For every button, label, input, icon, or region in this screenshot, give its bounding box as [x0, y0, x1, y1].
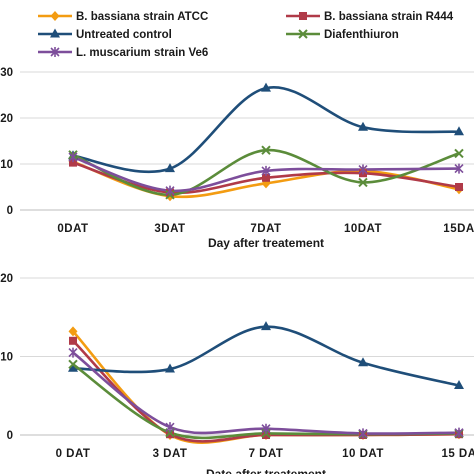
top-chart-point-untreated-control: [358, 121, 368, 131]
legend-marker-diamond: [50, 11, 60, 21]
top-chart-point-l-muscarium-strain-ve6: [358, 164, 368, 175]
top-chart-xtick-label: 7DAT: [250, 223, 281, 235]
top-chart-point-b-bassiana-strain-r444: [262, 173, 270, 182]
top-chart-point-l-muscarium-strain-ve6: [165, 185, 175, 196]
bottom-chart-point-series-2: [262, 431, 270, 439]
legend-item-diafenthiuron: Diafenthiuron: [286, 29, 399, 41]
top-chart-point-l-muscarium-strain-ve6: [454, 163, 464, 174]
top-chart-xtick-label: 15DA: [443, 223, 474, 235]
bottom-chart-point-series-3: [261, 321, 271, 331]
bottom-chart-ytick-label: 0: [7, 430, 13, 442]
top-chart-point-b-bassiana-strain-r444: [455, 183, 463, 191]
top-chart-point-diafenthiuron: [454, 148, 464, 159]
top-chart-xtick-label: 0DAT: [57, 223, 88, 235]
top-chart-xtick-label: 3DAT: [154, 223, 185, 235]
legend: B. bassiana strain ATCC B. bassiana strai…: [38, 11, 454, 59]
legend-item-l-muscarium-strain-ve6: L. muscarium strain Ve6: [38, 47, 208, 59]
bottom-chart-point-series-1: [68, 326, 78, 337]
top-chart-ytick-label: 30: [0, 67, 13, 79]
legend-item-b-bassiana-strain-atcc: B. bassiana strain ATCC: [38, 11, 208, 23]
bottom-chart-point-series-4: [68, 359, 78, 370]
bottom-chart-point-series-5: [68, 347, 78, 358]
legend-label: Untreated control: [76, 29, 172, 41]
chart-top: 0 10 20 30 0DAT 3DAT 7DAT 10DAT 15DA Day after tr…: [0, 67, 474, 250]
bottom-chart-point-series-5: [261, 423, 271, 434]
top-chart-x-axis-title: Day after treatement: [208, 236, 324, 250]
bottom-chart-ytick-label: 10: [0, 352, 13, 364]
bottom-chart-point-series-5: [165, 422, 175, 433]
top-chart-point-l-muscarium-strain-ve6: [261, 165, 271, 176]
bottom-chart-point-series-3: [165, 363, 175, 373]
legend-label: Diafenthiuron: [324, 29, 399, 41]
top-chart-ytick-label: 20: [0, 113, 13, 125]
legend-label: B. bassiana strain R444: [324, 11, 454, 23]
top-chart-xtick-label: 10DAT: [344, 223, 382, 235]
legend-marker-triangle: [50, 28, 60, 38]
bottom-chart-point-series-5: [454, 427, 464, 438]
top-chart-point-untreated-control: [261, 82, 271, 92]
bottom-chart-xtick-label: 7 DAT: [249, 448, 284, 460]
bottom-chart-xtick-label: 15 DA: [441, 448, 474, 460]
bottom-chart-xtick-label: 10 DAT: [342, 448, 384, 460]
top-chart-point-untreated-control: [454, 126, 464, 136]
bottom-chart-point-series-3: [454, 380, 464, 390]
bottom-chart-point-series-5: [358, 428, 368, 439]
bottom-chart-point-series-3: [358, 357, 368, 367]
bottom-chart-x-axis-title: Date after treatement: [206, 467, 326, 474]
chart-bottom: 0 10 20 0 DAT 3 DAT 7 DAT 10 DAT 15 DA Date afte…: [0, 273, 474, 474]
top-chart-point-l-muscarium-strain-ve6: [68, 152, 78, 163]
legend-item-untreated-control: Untreated control: [38, 28, 172, 41]
top-chart-ytick-label: 10: [0, 159, 13, 171]
top-chart-point-untreated-control: [165, 163, 175, 173]
bottom-chart-point-series-2: [69, 336, 77, 345]
legend-marker-square: [299, 12, 307, 20]
top-chart-point-diafenthiuron: [358, 177, 368, 188]
bottom-chart-point-series-2: [166, 430, 174, 439]
legend-marker-star: [50, 47, 60, 57]
legend-item-b-bassiana-strain-r444: B. bassiana strain R444: [286, 11, 454, 23]
bottom-chart-ytick-label: 20: [0, 273, 13, 285]
bottom-chart-point-series-3: [68, 362, 78, 372]
bottom-chart-xtick-label: 3 DAT: [153, 448, 188, 460]
top-chart-point-b-bassiana-strain-r444: [69, 158, 77, 167]
bottom-chart-xtick-label: 0 DAT: [56, 448, 91, 460]
legend-label: L. muscarium strain Ve6: [76, 47, 208, 59]
bottom-chart-line-series-5: [72, 351, 460, 435]
legend-marker-x: [298, 29, 308, 39]
top-chart-ytick-label: 0: [7, 205, 13, 217]
legend-label: B. bassiana strain ATCC: [76, 11, 208, 23]
top-chart-point-diafenthiuron: [261, 145, 271, 155]
top-chart-line-untreated-control: [72, 85, 460, 174]
